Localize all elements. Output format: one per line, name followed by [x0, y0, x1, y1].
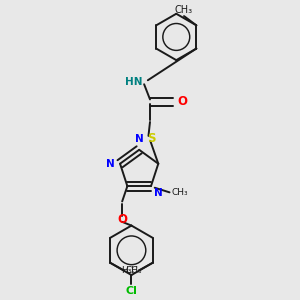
Text: N: N	[154, 188, 163, 198]
Text: S: S	[147, 133, 156, 146]
Text: HN: HN	[125, 77, 142, 87]
Text: CH₃: CH₃	[171, 188, 188, 197]
Text: CH₃: CH₃	[125, 266, 142, 275]
Text: CH₃: CH₃	[174, 4, 192, 14]
Text: H₃C: H₃C	[121, 266, 137, 275]
Text: O: O	[117, 213, 127, 226]
Text: N: N	[135, 134, 144, 144]
Text: Cl: Cl	[125, 286, 137, 296]
Text: O: O	[177, 95, 187, 108]
Text: N: N	[106, 159, 115, 169]
